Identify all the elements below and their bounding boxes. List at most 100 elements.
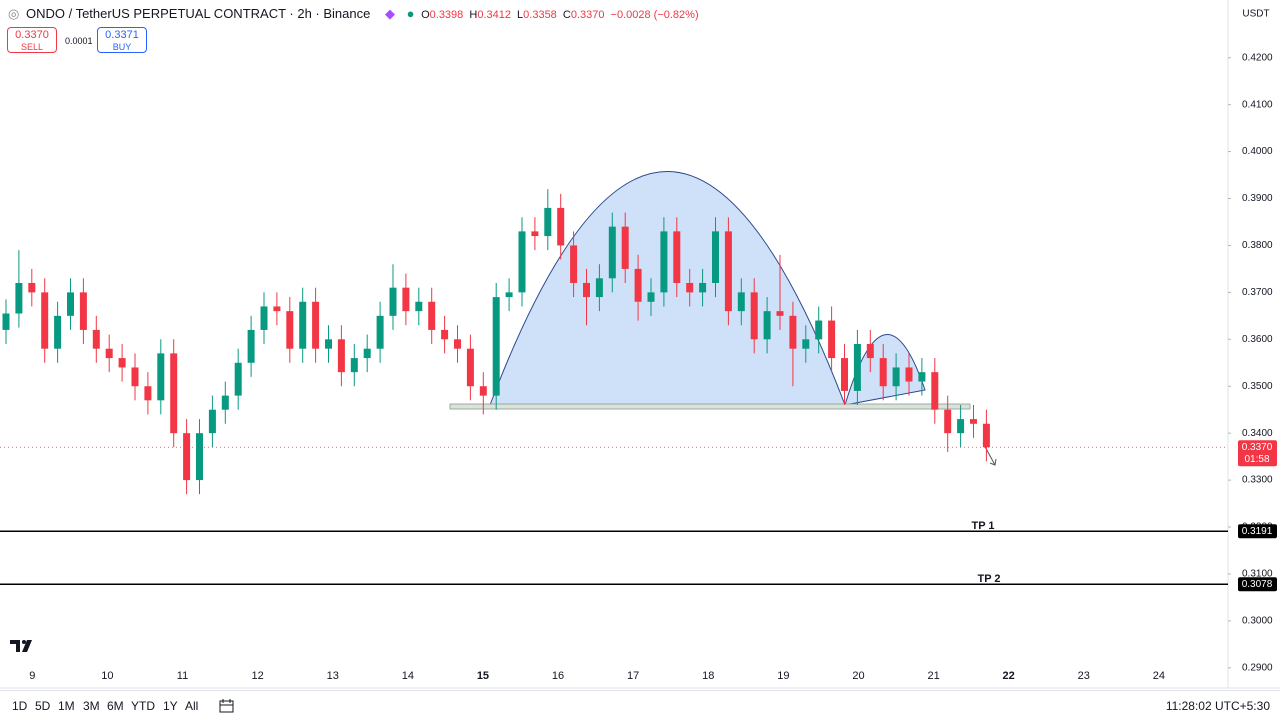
x-tick-label: 10 (101, 670, 113, 682)
timeframe-button[interactable]: 3M (83, 699, 100, 713)
candle-body (41, 292, 49, 349)
l-label: L (517, 9, 524, 21)
x-tick-label: 24 (1153, 670, 1165, 682)
l-value: 0.3358 (523, 9, 557, 21)
symbol-title[interactable]: ONDO / TetherUS PERPETUAL CONTRACT · 2h … (25, 6, 371, 21)
clock[interactable]: 11:28:02 UTC+5:30 (1165, 699, 1270, 713)
timeframe-button[interactable]: YTD (131, 699, 155, 713)
y-tick-label: 0.3300 (1242, 475, 1273, 486)
candle-body (67, 292, 74, 316)
target-name: TP 2 (977, 573, 1000, 585)
candle-body (724, 231, 732, 312)
candle-body (363, 348, 371, 359)
x-tick-label: 19 (777, 670, 789, 682)
y-tick-label: 0.4100 (1242, 99, 1273, 110)
candle-body (208, 409, 216, 434)
currency[interactable]: USDT (1242, 9, 1269, 20)
candle-body (79, 292, 87, 330)
candle-body (944, 409, 952, 434)
x-tick-label: 18 (702, 670, 714, 682)
candle-body (196, 433, 203, 481)
candle-body (221, 395, 229, 410)
candle-body (853, 344, 861, 391)
buy-button[interactable]: 0.3371 BUY (97, 27, 147, 53)
pattern-drawings (449, 171, 997, 466)
target-tag (1238, 524, 1277, 539)
y-tick-label: 0.3400 (1242, 428, 1273, 439)
target-label: 0.3078 (1242, 579, 1273, 590)
spread: 0.0001 (65, 36, 93, 46)
candles (2, 189, 990, 495)
last-price-tag (1238, 440, 1277, 467)
h-label: H (469, 9, 478, 21)
candle-body (957, 419, 965, 434)
target-name: TP 1 (971, 520, 994, 532)
x-tick-label: 16 (552, 670, 564, 682)
candle-body (170, 353, 178, 434)
candle-body (312, 301, 320, 349)
candle-body (350, 358, 358, 373)
candle-body (428, 301, 436, 330)
x-tick-label: 20 (852, 670, 864, 682)
candle-body (789, 315, 797, 349)
candle-body (544, 207, 552, 237)
c-value: 0.3370 (570, 9, 605, 21)
candle-body (879, 358, 887, 387)
candle-body (15, 282, 23, 314)
x-tick-label: 17 (627, 670, 639, 682)
timeframe-button[interactable]: 1Y (163, 699, 178, 713)
target-label: 0.3191 (1242, 526, 1273, 537)
candle-body (634, 268, 642, 302)
y-tick-label: 0.3000 (1242, 616, 1273, 627)
y-tick-label: 0.3800 (1242, 240, 1273, 251)
y-tick-label: 0.3700 (1242, 287, 1273, 298)
timeframe-button[interactable]: All (185, 699, 199, 713)
candle-body (712, 231, 719, 283)
candle-body (234, 362, 242, 396)
timeframe-button[interactable]: 1M (58, 699, 75, 713)
icon: ◆ (384, 6, 395, 21)
icon: ◎ (8, 6, 20, 21)
candle-body (157, 353, 165, 401)
candle-body (286, 311, 294, 349)
tv-logo (10, 640, 32, 652)
candle-body (892, 367, 900, 387)
candle-body (54, 315, 62, 349)
candle-body (466, 348, 474, 387)
candle-body (389, 287, 397, 316)
h-value: 0.3412 (477, 9, 511, 21)
candle-body (441, 329, 449, 340)
candle-body (518, 231, 526, 293)
buy-label: BUY (112, 42, 132, 52)
candle-body (982, 423, 990, 448)
x-tick-label: 21 (927, 670, 939, 682)
x-tick-label: 15 (477, 670, 489, 682)
symbol-header: ◎ ONDO / TetherUS PERPETUAL CONTRACT · 2… (8, 6, 705, 22)
timeframe-button[interactable]: 5D (35, 699, 51, 713)
candle-body (247, 329, 255, 363)
timeframe-button[interactable]: 6M (107, 699, 124, 713)
candle-body (299, 301, 307, 349)
candle-body (583, 282, 590, 298)
y-tick-label: 0.4200 (1242, 52, 1273, 63)
y-tick-label: 0.2900 (1242, 662, 1273, 673)
candle-body (376, 315, 384, 349)
change: −0.0028 (−0.82%) (610, 9, 699, 21)
candle-body (92, 329, 100, 349)
candle-body (866, 344, 874, 359)
y-tick-label: 0.3900 (1242, 193, 1273, 204)
candle-body (183, 433, 191, 481)
sell-button[interactable]: 0.3370 SELL (7, 27, 57, 53)
candle-body (828, 320, 836, 359)
o-value: 0.3398 (429, 9, 464, 21)
arrow-head (989, 458, 997, 466)
timeframe-button[interactable]: 1D (12, 699, 28, 713)
candle-body (337, 339, 345, 373)
buy-price: 0.3371 (105, 29, 139, 41)
candle-body (2, 313, 10, 330)
candle-body (144, 386, 152, 401)
date-range-icon[interactable] (218, 697, 236, 715)
candle-body (841, 358, 848, 391)
candle-body (595, 278, 603, 298)
